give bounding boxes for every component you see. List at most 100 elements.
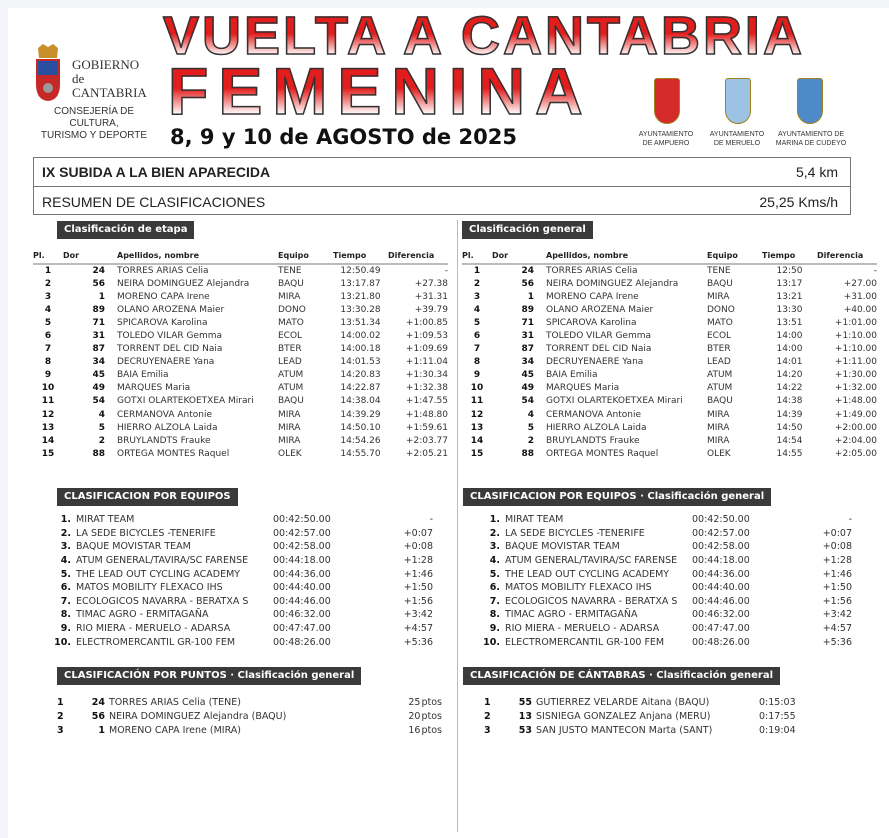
table-row: 10 49 MARQUES Maria ATUM 14:22.87 +1:32.38 bbox=[33, 382, 448, 395]
table-row: 9 45 BAIA Emilia ATUM 14:20.83 +1:30.34 bbox=[33, 369, 448, 382]
table-cell: THE LEAD OUT CYCLING ACADEMY bbox=[505, 568, 670, 580]
table-cell: 24 bbox=[91, 696, 105, 708]
table-cell: +0:08 bbox=[403, 541, 433, 553]
results-sheet bbox=[8, 8, 889, 838]
table-cell: BRUYLANDTS Frauke bbox=[546, 435, 640, 446]
table-cell: MIRA bbox=[278, 435, 301, 446]
table-cell: LA SEDE BICYCLES -TENERIFE bbox=[76, 527, 216, 539]
table-cell: 5 bbox=[473, 317, 481, 328]
stage-info-box: IX SUBIDA A LA BIEN APARECIDA 5,4 km RESU… bbox=[33, 157, 851, 215]
team-row: 3. BAQUE MOVISTAR TEAM 00:42:58.00 +0:08 bbox=[45, 540, 433, 554]
table-cell: 13:21 bbox=[776, 291, 803, 302]
table-cell: NEIRA DOMINGUEZ Alejandra (BAQU) bbox=[109, 710, 287, 722]
municipality-label: AYUNTAMIENTO DE AMPUERO bbox=[638, 131, 694, 147]
team-row: 7. ECOLOGICOS NAVARRA - BERATXA S 00:44:46… bbox=[474, 595, 852, 609]
table-row: 6 31 TOLEDO VILAR Gemma ECOL 14:00 +1:10.00 bbox=[462, 329, 877, 342]
event-subtitle: FEMENINA bbox=[167, 54, 593, 128]
summary-label: RESUMEN DE CLASIFICACIONES bbox=[42, 193, 266, 210]
table-cell: MIRA bbox=[278, 422, 301, 433]
table-cell: ECOLOGICOS NAVARRA - BERATXA S bbox=[505, 595, 678, 607]
table-cell: 00:42:58.00 bbox=[273, 541, 331, 553]
table-cell: 14:38.04 bbox=[340, 396, 381, 407]
table-cell: BTER bbox=[707, 344, 731, 355]
table-cell: +31.31 bbox=[414, 291, 448, 302]
table-cell: 8. bbox=[60, 609, 71, 621]
table-cell: +2:05.00 bbox=[834, 448, 877, 459]
table-cell: 14:54.26 bbox=[340, 435, 381, 446]
table-cell: 14 bbox=[470, 435, 484, 446]
table-row: 5 71 SPICAROVA Karolina MATO 13:51 +1:01.00 bbox=[462, 316, 877, 329]
table-cell: TORRES ARIAS Celia bbox=[546, 266, 638, 277]
table-cell: 14:01.53 bbox=[340, 357, 381, 368]
table-cell: 71 bbox=[521, 317, 534, 328]
table-cell: TORRES ARIAS Celia (TENE) bbox=[109, 696, 241, 708]
section-header-teams: CLASIFICACION POR EQUIPOS bbox=[57, 488, 238, 506]
table-cell: CERMANOVA Antonie bbox=[117, 409, 213, 420]
table-cell: BAQUE MOVISTAR TEAM bbox=[505, 541, 620, 553]
table-cell: 7. bbox=[60, 595, 71, 607]
table-row: 10 49 MARQUES Maria ATUM 14:22 +1:32.00 bbox=[462, 382, 877, 395]
ranking-row: 1 24 TORRES ARIAS Celia (TENE) 25 ptos bbox=[57, 695, 442, 709]
table-cell: 11 bbox=[41, 396, 55, 407]
stage-name: IX SUBIDA A LA BIEN APARECIDA bbox=[42, 164, 271, 180]
table-cell: TIMAC AGRO - ERMITAGAÑA bbox=[76, 609, 209, 621]
table-cell: BAQU bbox=[707, 396, 733, 407]
table-cell: 14:55 bbox=[776, 448, 803, 459]
table-cell: MATO bbox=[278, 317, 304, 328]
teams-general-table: 1. MIRAT TEAM 00:42:50.00 - 2. LA SEDE BICYCL… bbox=[474, 513, 852, 649]
table-cell: 14:00 bbox=[776, 344, 803, 355]
table-cell: 2. bbox=[60, 527, 71, 539]
table-cell: 56 bbox=[92, 278, 105, 289]
table-cell: 3. bbox=[489, 541, 500, 553]
table-cell: 87 bbox=[521, 344, 534, 355]
table-row: 4 89 OLANO AROZENA Maier DONO 13:30 +40.00 bbox=[462, 303, 877, 316]
table-cell: +1:01.00 bbox=[834, 317, 877, 328]
table-cell: 1 bbox=[98, 291, 105, 302]
table-cell: ATUM bbox=[707, 383, 733, 394]
table-row: 14 2 BRUYLANDTS Frauke MIRA 14:54.26 +2:03.77 bbox=[33, 434, 448, 447]
table-cell: BAQU bbox=[707, 278, 733, 289]
table-cell: - bbox=[444, 266, 448, 277]
table-row: 5 71 SPICAROVA Karolina MATO 13:51.34 +1:00.8… bbox=[33, 316, 448, 329]
table-row: 6 31 TOLEDO VILAR Gemma ECOL 14:00.02 +1:09.5… bbox=[33, 329, 448, 342]
table-cell: BRUYLANDTS Frauke bbox=[117, 435, 211, 446]
table-cell: 10. bbox=[54, 636, 71, 648]
table-cell: 14:55.70 bbox=[340, 448, 381, 459]
table-cell: 13:17.87 bbox=[340, 278, 381, 289]
table-cell: 15 bbox=[470, 448, 484, 459]
table-cell: BTER bbox=[278, 344, 302, 355]
table-cell: MATOS MOBILITY FLEXACO IHS bbox=[505, 582, 652, 594]
table-cell: MATO bbox=[707, 317, 733, 328]
table-cell: 5. bbox=[60, 568, 71, 580]
table-cell: +1:48.00 bbox=[834, 396, 877, 407]
table-row: 4 89 OLANO AROZENA Maier DONO 13:30.28 +39.79 bbox=[33, 303, 448, 316]
teams-stage-table: 1. MIRAT TEAM 00:42:50.00 - 2. LA SEDE BICYCL… bbox=[45, 513, 433, 649]
table-cell: +1:30.00 bbox=[834, 370, 877, 381]
table-cell: TENE bbox=[707, 266, 731, 277]
cantabria-coat-of-arms-icon bbox=[33, 44, 63, 102]
column-header: Dor bbox=[492, 248, 534, 265]
table-cell: 00:44:18.00 bbox=[692, 555, 750, 567]
points-table: 1 24 TORRES ARIAS Celia (TENE) 25 ptos 2 56 NEI… bbox=[57, 695, 442, 737]
column-header: Apellidos, nombre bbox=[534, 248, 707, 265]
team-row: 6. MATOS MOBILITY FLEXACO IHS 00:44:40.00 +… bbox=[45, 581, 433, 595]
table-cell: 5 bbox=[98, 422, 105, 433]
table-cell: 4. bbox=[60, 555, 71, 567]
table-cell: 14:22.87 bbox=[340, 383, 381, 394]
table-cell: ECOL bbox=[278, 331, 303, 342]
table-cell: 7 bbox=[44, 344, 52, 355]
table-cell: 13:30 bbox=[776, 304, 803, 315]
table-cell: 7. bbox=[489, 595, 500, 607]
table-cell: 45 bbox=[521, 370, 534, 381]
table-row: 2 56 NEIRA DOMINGUEZ Alejandra BAQU 13:17 +27… bbox=[462, 277, 877, 290]
table-cell: 6. bbox=[60, 582, 71, 594]
table-row: 1 24 TORRES ARIAS Celia TENE 12:50.49 - bbox=[33, 264, 448, 277]
table-cell: 5 bbox=[527, 422, 534, 433]
table-cell: 4 bbox=[44, 304, 52, 315]
ranking-row: 1 55 GUTIERREZ VELARDE Aitana (BAQU) 0:15:0… bbox=[484, 695, 829, 709]
table-cell: 1 bbox=[57, 696, 64, 708]
table-cell: +1:10.00 bbox=[834, 331, 877, 342]
team-row: 1. MIRAT TEAM 00:42:50.00 - bbox=[45, 513, 433, 527]
table-cell: 13 bbox=[470, 422, 484, 433]
department-line: TURISMO Y DEPORTE bbox=[40, 130, 148, 141]
